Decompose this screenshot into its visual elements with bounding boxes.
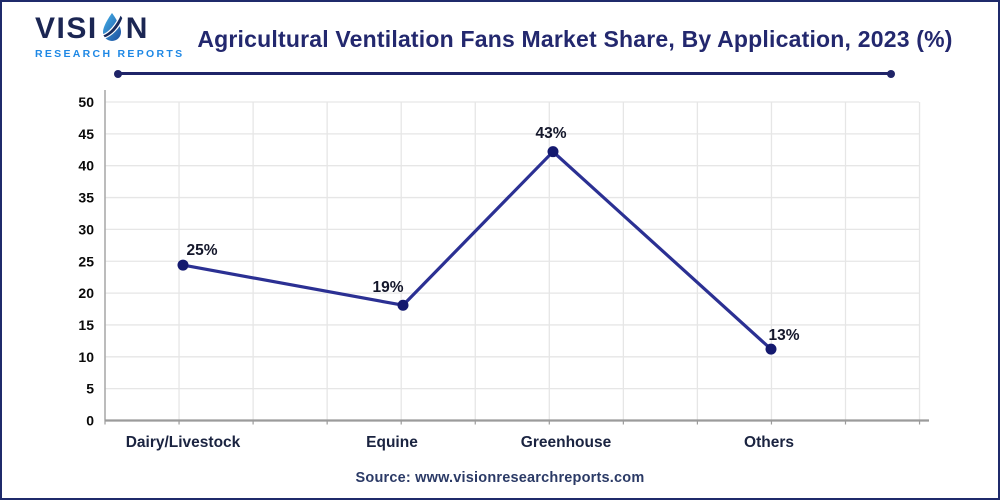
underline-end-dot <box>887 69 895 78</box>
data-point-marker <box>765 343 777 355</box>
source-attribution: Source: www.visionresearchreports.com <box>355 470 645 486</box>
y-tick-label: 25 <box>78 253 94 269</box>
data-point-label: 19% <box>372 279 403 296</box>
x-category-label: Greenhouse <box>521 434 612 451</box>
y-tick-label: 15 <box>78 317 94 333</box>
brand-text-right: N <box>125 12 149 45</box>
water-drop-icon <box>101 13 124 41</box>
x-category-label: Others <box>744 434 794 451</box>
x-category-label: Dairy/Livestock <box>126 434 241 451</box>
y-tick-label: 10 <box>78 349 94 365</box>
y-tick-label: 5 <box>86 381 94 397</box>
y-tick-label: 0 <box>86 413 94 429</box>
brand-wordmark: VISI N <box>35 12 184 46</box>
brand-tagline: RESEARCH REPORTS <box>35 48 185 60</box>
data-point-label: 13% <box>768 327 799 344</box>
x-category-label: Equine <box>366 434 418 451</box>
y-tick-label: 45 <box>78 126 94 142</box>
chart-title: Agricultural Ventilation Fans Market Sha… <box>197 26 953 52</box>
y-tick-label: 50 <box>78 94 94 110</box>
underline-end-dot <box>114 69 122 78</box>
brand-logo: VISI N RESEARCH REPORTS <box>35 12 184 60</box>
brand-text-left: VISI <box>35 12 98 45</box>
series-line <box>181 150 773 351</box>
data-point-marker <box>177 259 189 271</box>
data-point-marker <box>397 299 409 311</box>
y-tick-label: 20 <box>78 285 94 301</box>
title-underline <box>114 69 895 78</box>
y-tick-label: 40 <box>78 158 94 174</box>
y-tick-label: 30 <box>78 221 94 237</box>
data-point-label: 25% <box>186 242 217 259</box>
data-point-marker <box>547 146 559 158</box>
data-point-label: 43% <box>535 125 566 142</box>
y-tick-label: 35 <box>78 190 94 206</box>
